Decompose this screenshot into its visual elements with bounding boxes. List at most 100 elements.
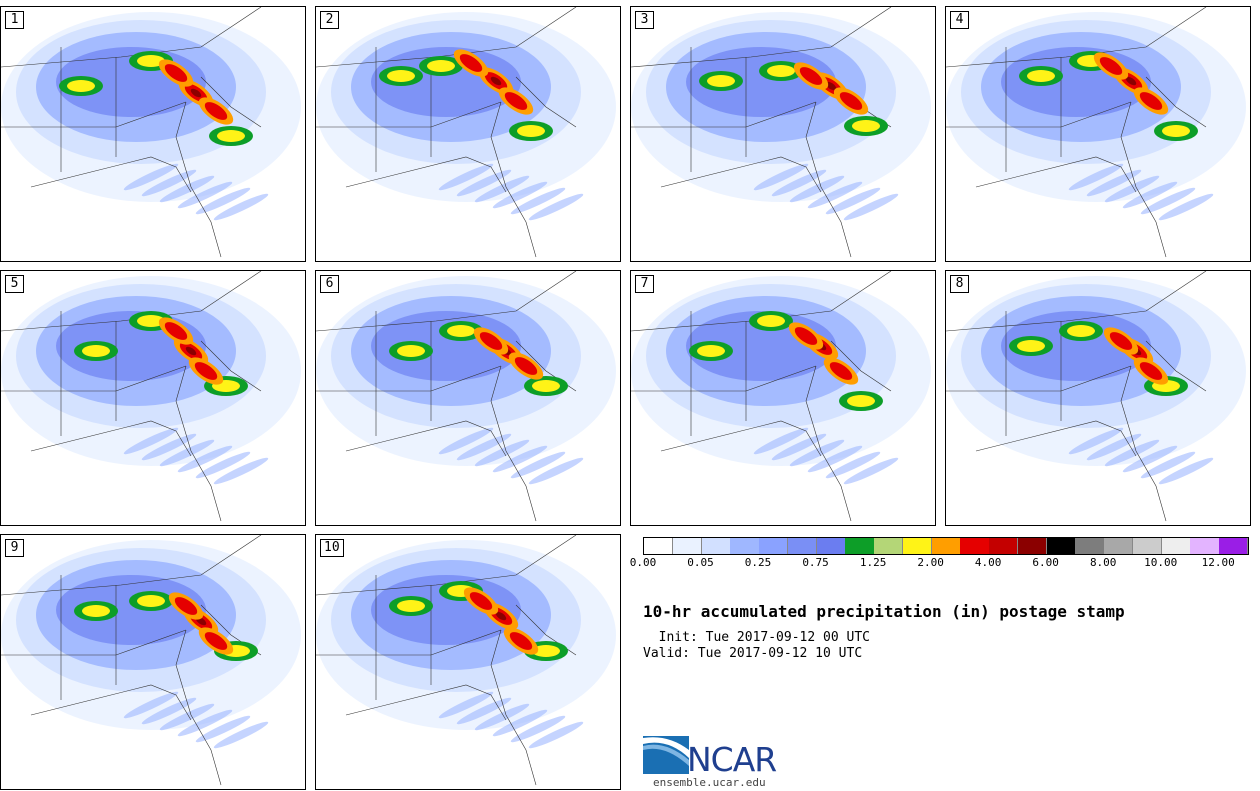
moderate-core: [387, 70, 415, 82]
boundary-line: [805, 365, 852, 522]
heavy-core: [1139, 92, 1163, 110]
boundary-line: [30, 420, 192, 457]
boundary-line: [490, 365, 537, 522]
member-number: 7: [635, 275, 654, 293]
moderate-core: [82, 605, 110, 617]
moderate-core: [532, 645, 560, 657]
moderate-core: [1162, 125, 1190, 137]
rain-band: [195, 715, 251, 743]
max-core: [190, 88, 202, 98]
rain-band: [474, 703, 530, 731]
boundary-line: [975, 156, 1137, 193]
rain-band: [195, 187, 251, 215]
color-swatch: [1046, 538, 1076, 554]
color-swatch: [816, 538, 846, 554]
color-swatch: [701, 538, 731, 554]
max-core: [495, 611, 507, 621]
boundary-line: [490, 629, 537, 786]
moderate-core: [707, 75, 735, 87]
boundary-line: [1, 629, 187, 656]
rain-band: [141, 433, 197, 461]
ncar-url: ensemble.ucar.edu: [653, 776, 766, 789]
ncar-logo-text: NCAR: [687, 740, 777, 779]
color-bar-label: 4.00: [974, 556, 1002, 569]
heavy-core: [164, 64, 188, 82]
rain-band: [825, 451, 881, 479]
stamp-panel-1: 1: [0, 6, 306, 262]
max-core: [490, 76, 502, 86]
color-bar-label: 10.00: [1144, 556, 1178, 569]
rain-band: [1140, 451, 1196, 479]
color-bar-label: 0.00: [629, 556, 657, 569]
boundary-line: [1145, 340, 1207, 392]
max-core: [825, 81, 837, 91]
precip-map: [1, 7, 301, 258]
precip-color-bar: [643, 537, 1249, 555]
color-bar-label: 0.05: [687, 556, 714, 569]
rain-band: [123, 427, 179, 455]
rain-band: [789, 439, 845, 467]
heavy-core: [204, 102, 228, 120]
heavy-core: [829, 362, 853, 380]
boundary-line: [1, 101, 187, 128]
color-swatch: [759, 538, 789, 554]
heavy-core: [204, 632, 228, 650]
heavy-core: [1139, 362, 1163, 380]
precip-map: [946, 271, 1246, 522]
heavy-core: [174, 597, 198, 615]
precip-map: [1, 271, 301, 522]
rain-band: [159, 703, 215, 731]
boundary-line: [946, 101, 1132, 128]
moderate-core: [397, 345, 425, 357]
stamp-panel-3: 3: [630, 6, 936, 262]
member-number: 1: [5, 11, 24, 29]
stamp-panel-8: 8: [945, 270, 1251, 526]
moderate-core: [517, 125, 545, 137]
heavy-core: [469, 592, 493, 610]
moderate-core: [447, 325, 475, 337]
rain-band: [213, 457, 269, 485]
rain-band: [510, 451, 566, 479]
rain-band: [159, 439, 215, 467]
member-number: 4: [950, 11, 969, 29]
rain-band: [492, 709, 548, 737]
rain-band: [528, 457, 584, 485]
stamp-panel-5: 5: [0, 270, 306, 526]
rain-band: [753, 427, 809, 455]
color-bar-label: 1.25: [859, 556, 887, 569]
boundary-line: [175, 629, 222, 786]
ncar-logo-icon: [643, 736, 689, 774]
rain-band: [456, 697, 512, 725]
moderate-core: [697, 345, 725, 357]
boundary-line: [490, 101, 537, 258]
rain-band: [1068, 427, 1124, 455]
precip-map: [631, 7, 931, 258]
rain-band: [141, 169, 197, 197]
moderate-core: [137, 595, 165, 607]
color-swatch: [787, 538, 818, 554]
color-swatch: [1161, 538, 1191, 554]
max-core: [185, 346, 197, 356]
moderate-core: [847, 395, 875, 407]
boundary-line: [316, 629, 502, 656]
rain-band: [843, 457, 899, 485]
init-time: Init: Tue 2017-09-12 00 UTC: [643, 630, 870, 645]
color-bar-label: 8.00: [1089, 556, 1117, 569]
precip-map: [316, 535, 616, 786]
heavy-core: [479, 332, 503, 350]
color-swatch: [874, 538, 904, 554]
member-number: 8: [950, 275, 969, 293]
color-swatch: [931, 538, 961, 554]
stamp-panel-7: 7: [630, 270, 936, 526]
precip-map: [316, 7, 616, 258]
rain-band: [159, 175, 215, 203]
color-swatch: [644, 538, 674, 554]
precip-shield: [56, 575, 206, 645]
rain-band: [807, 181, 863, 209]
moderate-core: [767, 65, 795, 77]
rain-band: [177, 445, 233, 473]
stamp-panel-6: 6: [315, 270, 621, 526]
rain-band: [1068, 163, 1124, 191]
valid-time: Valid: Tue 2017-09-12 10 UTC: [643, 646, 863, 661]
heavy-core: [839, 92, 863, 110]
